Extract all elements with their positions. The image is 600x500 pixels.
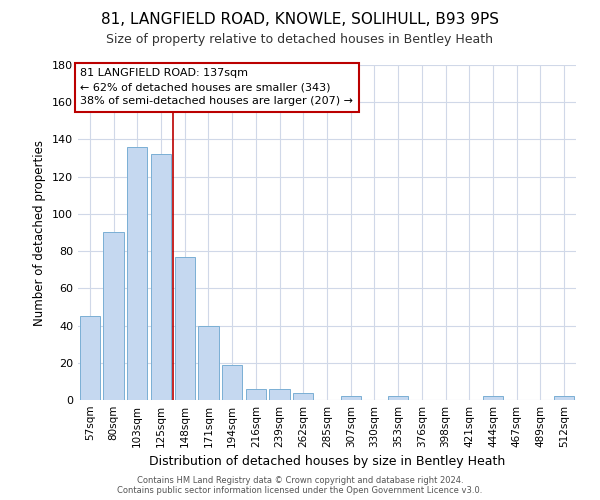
Bar [222,364,242,400]
Y-axis label: Number of detached properties: Number of detached properties [34,140,46,326]
Bar [269,389,290,400]
Bar [388,396,408,400]
Bar [151,154,171,400]
Text: Contains public sector information licensed under the Open Government Licence v3: Contains public sector information licen… [118,486,482,495]
Text: Contains HM Land Registry data © Crown copyright and database right 2024.: Contains HM Land Registry data © Crown c… [137,476,463,485]
Bar [341,396,361,400]
Bar [127,147,148,400]
Bar [175,256,195,400]
Bar [103,232,124,400]
Bar [483,396,503,400]
Bar [80,316,100,400]
X-axis label: Distribution of detached houses by size in Bentley Heath: Distribution of detached houses by size … [149,456,505,468]
Bar [554,396,574,400]
Text: 81, LANGFIELD ROAD, KNOWLE, SOLIHULL, B93 9PS: 81, LANGFIELD ROAD, KNOWLE, SOLIHULL, B9… [101,12,499,28]
Text: Size of property relative to detached houses in Bentley Heath: Size of property relative to detached ho… [107,32,493,46]
Bar [293,392,313,400]
Bar [199,326,218,400]
Text: 81 LANGFIELD ROAD: 137sqm
← 62% of detached houses are smaller (343)
38% of semi: 81 LANGFIELD ROAD: 137sqm ← 62% of detac… [80,68,353,106]
Bar [246,389,266,400]
